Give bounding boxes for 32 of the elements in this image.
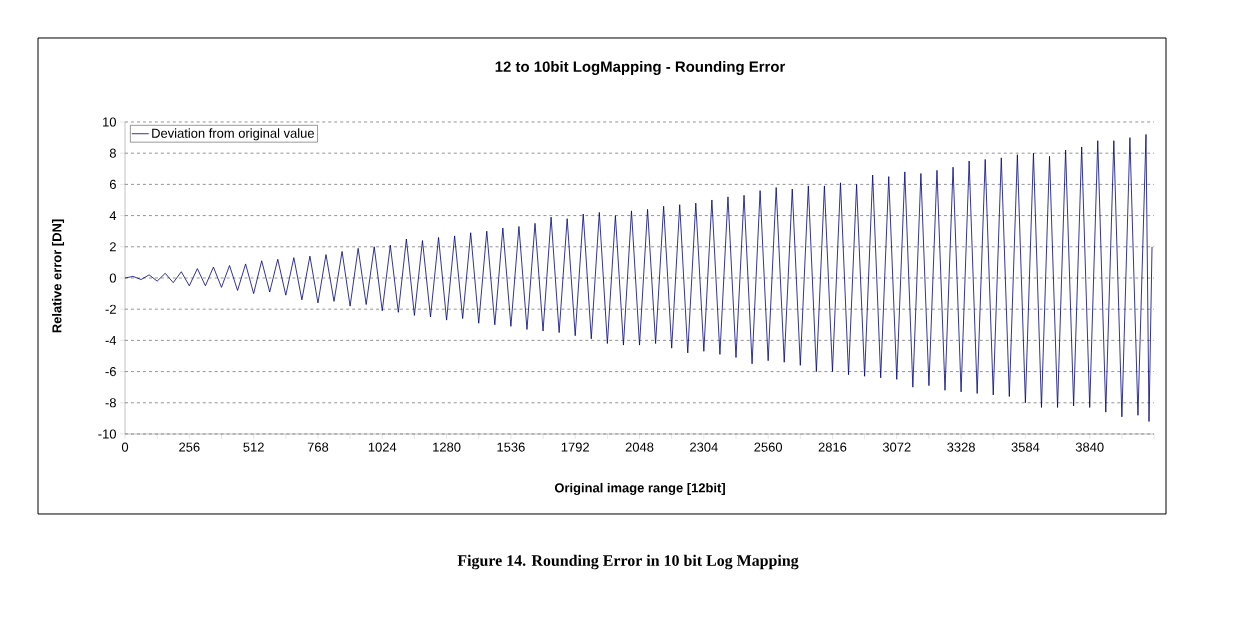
x-tick-label: 1536 xyxy=(497,442,525,452)
x-tick-label: 3840 xyxy=(1075,442,1104,452)
x-tick-label: 1280 xyxy=(433,442,461,452)
x-tick-label: 3072 xyxy=(882,442,911,452)
y-tick-label: 6 xyxy=(109,179,116,189)
x-tick-label: 0 xyxy=(121,442,129,452)
caption: Figure 14. Rounding Error in 10 bit Log Mapping xyxy=(457,554,799,570)
x-tick-label: 512 xyxy=(243,442,264,452)
x-tick-label: 1024 xyxy=(368,442,397,452)
legend-label: Deviation from original value xyxy=(152,128,314,141)
y-tick-label: 4 xyxy=(109,211,117,221)
y-tick-label: -8 xyxy=(105,398,116,408)
y-tick-label: 0 xyxy=(109,273,116,283)
y-tick-label: -2 xyxy=(105,304,116,314)
y-axis-title: Relative error [DN] xyxy=(51,219,65,333)
x-tick-label: 1792 xyxy=(561,442,589,452)
y-tick-label: -6 xyxy=(105,367,116,377)
x-tick-label: 256 xyxy=(179,442,200,452)
x-tick-label: 3328 xyxy=(947,442,975,452)
x-axis-title: Original image range [12bit] xyxy=(554,482,725,496)
y-tick-label: -10 xyxy=(98,429,116,439)
x-tick-label: 2560 xyxy=(754,442,783,452)
y-tick-label: 2 xyxy=(109,242,116,252)
x-tick-label: 2048 xyxy=(625,442,654,452)
chart-title: 12 to 10bit LogMapping - Rounding Error xyxy=(495,60,786,75)
y-tick-label: 8 xyxy=(109,148,116,158)
x-tick-label: 2816 xyxy=(818,442,847,452)
x-tick-label: 3584 xyxy=(1011,442,1040,452)
x-tick-label: 768 xyxy=(307,442,329,452)
x-tick-label: 2304 xyxy=(690,442,718,452)
y-tick-label: -4 xyxy=(105,335,117,345)
y-tick-label: 10 xyxy=(103,117,116,127)
